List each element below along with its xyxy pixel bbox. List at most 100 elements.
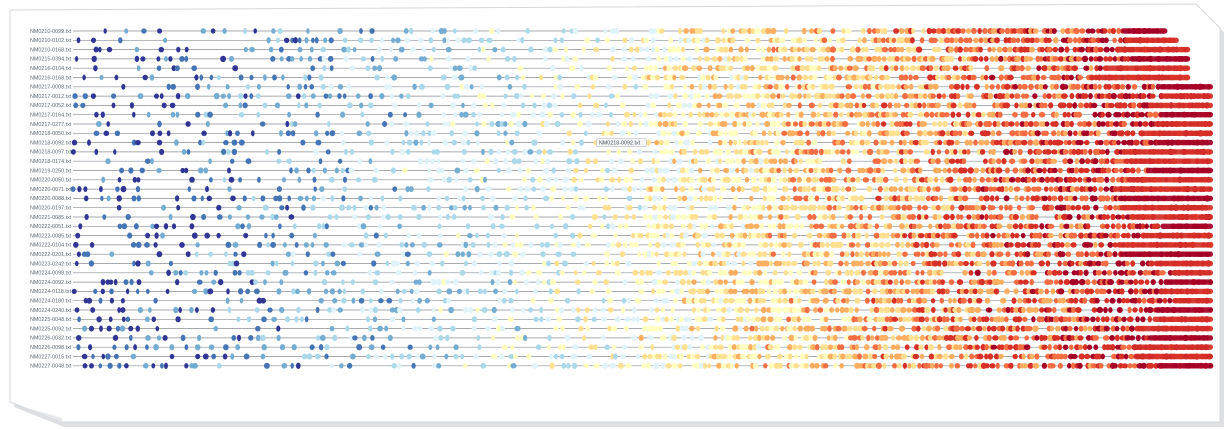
data-point[interactable] [764,93,771,99]
data-point[interactable] [653,121,659,127]
data-point[interactable] [743,325,749,332]
data-point[interactable] [236,205,242,211]
data-point[interactable] [665,232,670,239]
data-point[interactable] [1010,260,1016,267]
data-point[interactable] [946,74,952,81]
data-point[interactable] [864,139,871,146]
data-point[interactable] [1067,158,1074,165]
data-point[interactable] [748,214,754,220]
data-point[interactable] [637,158,644,165]
data-point[interactable] [1103,325,1110,332]
data-point[interactable] [1091,307,1098,313]
data-point[interactable] [1006,223,1013,230]
data-point[interactable] [817,214,823,220]
data-point[interactable] [1124,335,1132,341]
data-point[interactable] [660,316,666,323]
data-point[interactable] [686,279,692,285]
data-point[interactable] [742,121,747,127]
data-point[interactable] [1011,297,1017,304]
data-point[interactable] [627,74,633,81]
data-point[interactable] [813,297,820,304]
data-point[interactable] [819,242,826,248]
data-point[interactable] [1012,167,1019,174]
data-point[interactable] [503,93,508,99]
data-point[interactable] [796,176,802,183]
data-point[interactable] [441,278,447,286]
data-point[interactable] [814,177,820,183]
data-point[interactable] [808,334,813,341]
data-point[interactable] [1134,232,1141,239]
data-point[interactable] [954,139,960,146]
data-point[interactable] [902,176,908,183]
data-point[interactable] [950,111,956,118]
data-point[interactable] [134,55,140,63]
data-point[interactable] [500,214,505,220]
data-point[interactable] [653,297,660,304]
data-point[interactable] [697,93,702,99]
data-point[interactable] [399,148,406,156]
data-point[interactable] [389,307,396,313]
data-point[interactable] [1020,55,1025,63]
data-point[interactable] [500,325,505,332]
data-point[interactable] [835,325,842,332]
data-point[interactable] [554,120,561,128]
data-point[interactable] [701,241,707,248]
data-point[interactable] [655,186,662,192]
data-point[interactable] [827,325,832,332]
data-point[interactable] [698,148,705,155]
data-point[interactable] [540,251,546,258]
data-point[interactable] [1078,325,1084,332]
data-point[interactable] [150,130,155,137]
data-point[interactable] [1137,120,1143,128]
data-point[interactable] [1078,260,1084,267]
data-point[interactable] [380,37,384,44]
data-point[interactable] [310,242,315,248]
data-point[interactable] [1077,223,1084,230]
data-point[interactable] [1042,93,1048,100]
data-point[interactable] [671,334,677,342]
data-point[interactable] [1019,65,1025,72]
data-point[interactable] [507,83,513,90]
data-point[interactable] [767,130,773,137]
data-point[interactable] [348,242,355,248]
data-point[interactable] [456,195,463,202]
data-point[interactable] [1084,288,1090,295]
data-point[interactable] [790,177,797,183]
data-point[interactable] [1127,306,1132,314]
data-point[interactable] [603,28,608,34]
data-point[interactable] [231,335,237,341]
data-point[interactable] [381,205,387,211]
data-point[interactable] [609,223,616,230]
data-point[interactable] [932,121,937,127]
data-point[interactable] [88,260,95,267]
data-point[interactable] [251,195,256,202]
data-point[interactable] [996,46,1003,53]
data-point[interactable] [779,279,784,286]
data-point[interactable] [750,102,756,109]
data-point[interactable] [166,83,171,90]
data-point[interactable] [823,316,829,323]
data-point[interactable] [926,325,932,332]
data-point[interactable] [911,232,917,239]
data-point[interactable] [748,167,755,174]
data-point[interactable] [1025,186,1032,193]
data-point[interactable] [675,279,680,285]
data-point[interactable] [643,120,649,128]
data-point[interactable] [892,186,898,192]
data-point[interactable] [908,158,914,165]
data-point[interactable] [638,334,644,342]
data-point[interactable] [88,325,95,332]
data-point[interactable] [969,260,975,267]
data-point[interactable] [351,297,356,304]
data-point[interactable] [871,121,876,127]
data-point[interactable] [479,195,486,202]
data-point[interactable] [899,158,905,165]
data-point[interactable] [549,223,554,229]
data-point[interactable] [1078,232,1084,239]
data-point[interactable] [801,186,808,193]
data-point[interactable] [363,204,369,211]
data-point[interactable] [590,111,595,118]
data-point[interactable] [726,28,732,34]
data-point[interactable] [908,334,914,341]
data-point[interactable] [1015,65,1021,71]
